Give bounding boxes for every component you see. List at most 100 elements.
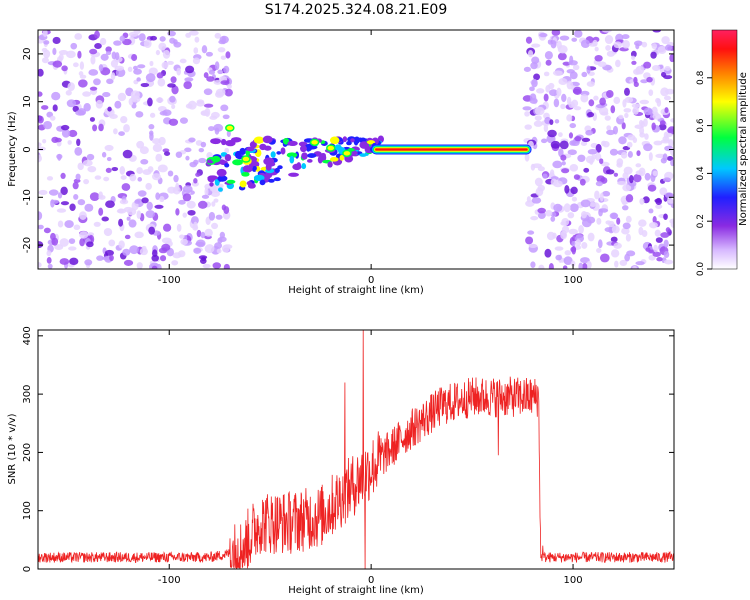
noise-speck [225, 51, 231, 59]
echo-speck [298, 141, 308, 147]
echo-speck [224, 163, 230, 168]
echo-speck [289, 155, 295, 164]
noise-speck [123, 259, 134, 266]
noise-speck [622, 184, 632, 192]
noise-speck [188, 30, 199, 36]
noise-speck [652, 216, 657, 224]
noise-speck [588, 99, 595, 107]
noise-speck [98, 207, 104, 216]
noise-speck [625, 215, 632, 223]
echo-speck [301, 163, 307, 170]
noise-speck [170, 76, 177, 84]
noise-speck [123, 206, 134, 213]
noise-speck [560, 103, 566, 110]
noise-speck [530, 216, 539, 221]
noise-speck [670, 159, 674, 167]
noise-speck [127, 66, 133, 73]
noise-speck [632, 137, 638, 143]
noise-speck [139, 247, 148, 256]
noise-speck [101, 151, 107, 158]
noise-speck [134, 199, 141, 204]
noise-speck [171, 104, 176, 110]
noise-speck [64, 220, 74, 228]
echo-speck [265, 163, 272, 171]
echo-speck [220, 138, 227, 146]
noise-speck [633, 76, 638, 84]
noise-speck [200, 231, 206, 239]
noise-speck [610, 236, 618, 243]
noise-speck [566, 114, 573, 122]
noise-speck [600, 111, 609, 116]
noise-speck [573, 174, 581, 180]
noise-speck [560, 154, 567, 161]
noise-speck [610, 212, 618, 220]
noise-speck [563, 256, 573, 266]
noise-speck [552, 180, 563, 188]
noise-speck [95, 99, 103, 109]
noise-speck [535, 88, 545, 94]
noise-speck [618, 136, 627, 145]
noise-speck [155, 49, 161, 56]
heatmap-region-noise-right [522, 30, 674, 269]
noise-speck [169, 95, 176, 103]
noise-speck [631, 60, 637, 65]
noise-speck [43, 120, 53, 130]
noise-speck [105, 51, 112, 56]
colorbar: 0.0 0.2 0.4 0.6 0.8 Normalized spectral ampl… [696, 29, 749, 276]
noise-speck [543, 124, 549, 133]
noise-speck [196, 229, 202, 238]
noise-speck [586, 111, 595, 118]
noise-speck [218, 39, 226, 45]
noise-speck [74, 147, 83, 156]
noise-speck [46, 250, 52, 257]
noise-speck [72, 181, 79, 190]
noise-speck [92, 124, 98, 132]
noise-speck [178, 199, 186, 205]
noise-speck [605, 45, 611, 51]
noise-speck [128, 219, 137, 228]
noise-speck [586, 81, 595, 87]
noise-speck [663, 213, 668, 220]
noise-speck [154, 204, 164, 209]
noise-speck [38, 154, 42, 163]
noise-speck [180, 238, 188, 246]
noise-speck [631, 103, 641, 108]
noise-speck [201, 45, 208, 54]
noise-speck [70, 42, 78, 50]
noise-speck [546, 231, 556, 241]
noise-speck [148, 124, 155, 130]
noise-speck [163, 151, 171, 156]
noise-speck [594, 46, 599, 52]
noise-speck [567, 149, 577, 156]
noise-speck [620, 151, 628, 159]
x-tick-label: 100 [564, 275, 583, 286]
noise-speck [631, 55, 636, 60]
noise-speck [523, 66, 531, 72]
echo-speck [274, 167, 280, 173]
noise-speck [580, 39, 591, 49]
noise-speck [87, 165, 97, 173]
noise-speck [176, 67, 182, 76]
noise-speck [182, 193, 192, 202]
noise-speck [135, 111, 144, 118]
noise-speck [610, 249, 620, 258]
noise-speck [82, 159, 93, 167]
noise-speck [641, 41, 648, 48]
noise-speck [223, 263, 230, 269]
noise-speck [568, 228, 578, 235]
noise-speck [38, 224, 44, 230]
noise-speck [605, 220, 612, 225]
noise-speck [524, 111, 530, 117]
noise-speck [100, 53, 109, 61]
noise-speck [663, 250, 670, 258]
noise-speck [41, 57, 49, 64]
noise-speck [105, 200, 115, 208]
colorbar-label: Normalized spectral amplitude [738, 72, 749, 226]
noise-speck [602, 141, 610, 148]
noise-speck [136, 140, 145, 149]
noise-speck [47, 263, 53, 269]
noise-speck [601, 30, 612, 33]
noise-speck [75, 173, 81, 181]
noise-speck [215, 214, 223, 220]
colorbar-gradient [711, 29, 738, 270]
